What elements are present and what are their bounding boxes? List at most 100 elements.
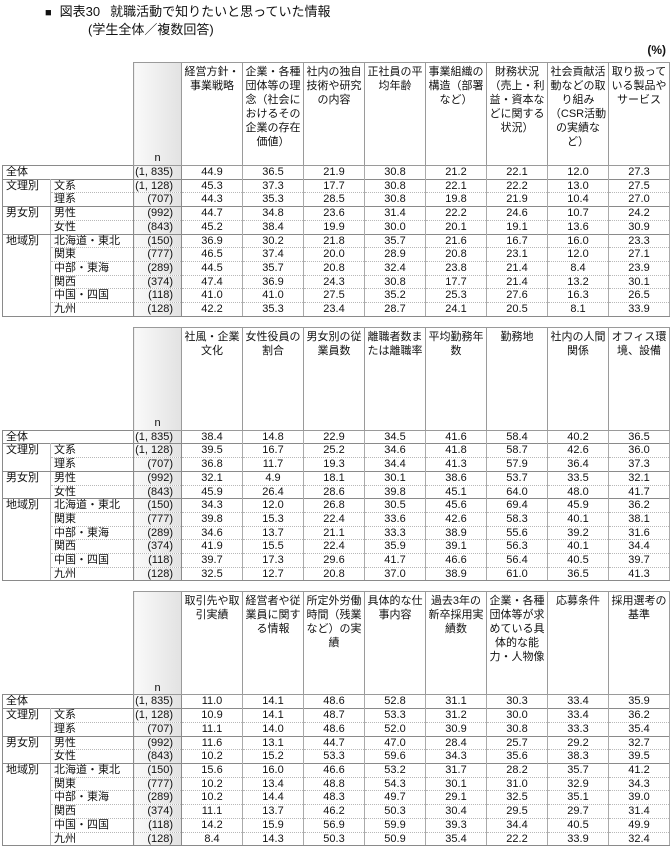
value-cell: 35.3 (242, 302, 304, 317)
table-row: 女性 (843) 10.2 15.2 53.3 59.6 34.3 35.6 38.3 39.5 (3, 749, 670, 764)
table-row: 女性 (843) 45.2 38.4 19.9 30.0 20.1 19.1 13.6 30.9 (3, 219, 670, 235)
sample-size: (777) (133, 776, 182, 791)
value-cell: 39.3 (425, 817, 487, 832)
value-cell: 32.7 (608, 735, 670, 750)
value-cell: 34.6 (181, 525, 243, 540)
row-label: 文系 (50, 708, 134, 723)
value-cell: 40.1 (547, 539, 609, 554)
value-cell: 19.8 (425, 192, 487, 207)
value-cell: 11.1 (181, 804, 243, 819)
sample-size: (992) (133, 206, 182, 221)
sample-size: (118) (133, 288, 182, 303)
value-cell: 38.9 (425, 525, 487, 540)
row-label: 男性 (50, 206, 134, 221)
value-cell: 14.0 (242, 721, 304, 737)
column-header: 男女別の従 業員数 (303, 326, 365, 431)
row-label: 関東 (50, 776, 134, 791)
column-header: 離職者数ま たは離職率 (364, 326, 426, 431)
value-cell: 35.7 (547, 762, 609, 778)
value-cell: 22.2 (486, 831, 548, 847)
sample-size: (707) (133, 457, 182, 472)
row-group-label: 男女別 (2, 735, 51, 764)
value-cell: 44.9 (181, 165, 243, 180)
value-cell: 17.7 (425, 274, 487, 289)
value-cell: 50.9 (364, 831, 426, 847)
table-row: 文理別 文系 (1, 128) 39.5 16.7 25.2 34.6 41.8 58.7 42.… (2, 443, 670, 472)
value-cell: 37.3 (242, 178, 304, 193)
value-cell: 20.1 (425, 219, 487, 235)
sample-size: (992) (133, 470, 182, 486)
value-cell: 21.1 (303, 525, 365, 540)
value-cell: 29.7 (547, 804, 609, 819)
value-cell: 30.9 (425, 721, 487, 737)
table-row: 関東 (777) 46.5 37.4 20.0 28.9 20.8 23.1 12.0 27.1 (3, 247, 670, 262)
value-cell: 20.5 (486, 302, 548, 317)
row-label: 中国・四国 (50, 817, 134, 832)
value-cell: 35.4 (608, 721, 670, 737)
value-cell: 34.6 (364, 443, 426, 458)
row-group-label: 男女別 (2, 470, 51, 500)
value-cell: 34.4 (364, 457, 426, 472)
sample-size: (1, 128) (133, 178, 182, 193)
sample-size: (777) (133, 511, 182, 527)
value-cell: 28.2 (486, 762, 548, 778)
value-cell: 10.7 (547, 206, 609, 221)
value-cell: 38.4 (181, 429, 243, 444)
header-blank (3, 63, 134, 166)
value-cell: 30.1 (425, 776, 487, 791)
table-row: 理系 (707) 44.3 35.3 28.5 30.8 19.8 21.9 10.4 27.0 (3, 192, 670, 207)
value-cell: 36.9 (242, 274, 304, 289)
value-cell: 11.1 (181, 721, 243, 737)
value-cell: 36.2 (608, 498, 670, 513)
value-cell: 41.2 (608, 762, 670, 778)
value-cell: 23.8 (425, 260, 487, 276)
value-cell: 24.6 (486, 206, 548, 221)
value-cell: 39.7 (181, 553, 243, 568)
value-cell: 29.5 (486, 804, 548, 819)
value-cell: 33.9 (608, 302, 670, 317)
sample-size: (707) (133, 721, 182, 737)
value-cell: 48.7 (303, 708, 365, 723)
value-cell: 34.4 (608, 539, 670, 554)
value-cell: 46.6 (425, 553, 487, 568)
table-row: 中部・東海 (289) 34.6 13.7 21.1 33.3 38.9 55.6 39.2 31… (3, 525, 670, 540)
value-cell: 32.9 (547, 776, 609, 791)
value-cell: 15.3 (242, 511, 304, 527)
column-header: 取り扱って いる製品や サービス (608, 62, 670, 166)
value-cell: 10.2 (181, 790, 243, 805)
value-cell: 41.7 (364, 553, 426, 568)
sample-size: (843) (133, 484, 182, 499)
value-cell: 45.3 (181, 178, 243, 193)
sample-size: (992) (133, 735, 182, 750)
value-cell: 16.3 (547, 288, 609, 303)
value-cell: 41.3 (425, 457, 487, 472)
value-cell: 22.1 (486, 165, 548, 180)
row-label: 北海道・東北 (50, 498, 134, 513)
value-cell: 22.4 (303, 539, 365, 554)
row-label: 理系 (50, 457, 134, 472)
row-label: 女性 (50, 749, 134, 764)
figure-title: ■ 図表30 就職活動で知りたいと思っていた情報 (45, 4, 330, 21)
value-cell: 23.3 (608, 233, 670, 248)
value-cell: 48.3 (303, 790, 365, 805)
value-cell: 34.8 (242, 206, 304, 221)
value-cell: 44.7 (303, 735, 365, 750)
value-cell: 38.4 (242, 219, 304, 235)
table-row: 理系 (707) 36.8 11.7 19.3 34.4 41.3 57.9 36.4 37.3 (3, 457, 670, 472)
value-cell: 53.2 (364, 762, 426, 778)
value-cell: 27.0 (608, 192, 670, 207)
value-cell: 15.6 (181, 762, 243, 778)
value-cell: 32.5 (181, 566, 243, 582)
table-row: 文理別 文系 (1, 128) 10.9 14.1 48.7 53.3 31.2 30.0 33.… (2, 708, 670, 737)
sample-size: (843) (133, 749, 182, 764)
sample-size: (1, 835) (133, 165, 182, 180)
value-cell: 14.2 (181, 817, 243, 832)
value-cell: 45.6 (425, 498, 487, 513)
value-cell: 20.8 (303, 566, 365, 582)
value-cell: 16.7 (242, 443, 304, 458)
row-label: 女性 (50, 219, 134, 235)
sample-size: (374) (133, 539, 182, 554)
value-cell: 31.4 (364, 206, 426, 221)
value-cell: 42.2 (181, 302, 243, 317)
value-cell: 39.7 (608, 553, 670, 568)
